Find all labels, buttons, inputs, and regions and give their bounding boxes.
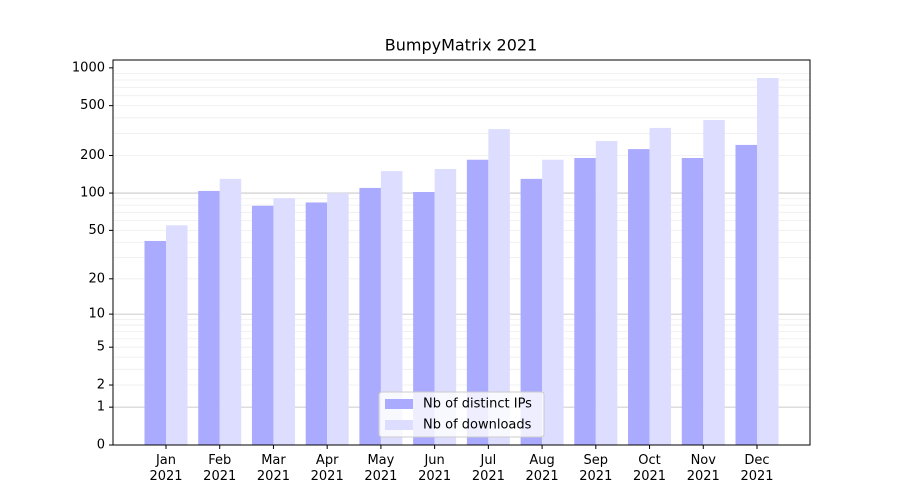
bar — [359, 187, 381, 445]
x-tick-label: Jul 2021 — [471, 453, 505, 484]
bar — [219, 178, 242, 445]
y-tick-label: 2 — [97, 378, 105, 393]
y-tick-label: 50 — [88, 223, 105, 238]
legend-swatch — [385, 399, 413, 409]
y-tick-label: 200 — [80, 148, 105, 163]
x-tick-label: Jan 2021 — [149, 453, 183, 484]
bar — [198, 190, 220, 445]
x-tick-label: Nov 2021 — [686, 453, 720, 484]
x-tick-label: Jun 2021 — [418, 453, 452, 484]
legend-label: Nb of distinct IPs — [423, 397, 532, 412]
legend-label: Nb of downloads — [423, 418, 532, 433]
y-tick-label: 5 — [97, 340, 105, 355]
x-tick-label: Aug 2021 — [525, 453, 559, 484]
bar — [649, 127, 672, 445]
bar — [574, 157, 596, 445]
bar — [380, 171, 403, 445]
x-tick-label: Sep 2021 — [579, 453, 613, 484]
bar — [251, 205, 274, 445]
bar — [595, 141, 618, 445]
bar — [466, 159, 489, 445]
y-tick-label: 1000 — [72, 60, 105, 75]
y-tick-label: 500 — [80, 98, 105, 113]
x-tick-label: Feb 2021 — [203, 453, 237, 484]
bar — [757, 78, 779, 446]
bar — [166, 225, 188, 445]
x-tick-label: May 2021 — [364, 453, 398, 484]
bar — [542, 159, 564, 445]
x-tick-label: Oct 2021 — [632, 453, 667, 484]
bar — [703, 120, 725, 446]
bar — [413, 191, 435, 445]
y-tick-label: 100 — [80, 186, 105, 201]
bar — [681, 157, 704, 445]
legend-swatch — [385, 420, 413, 430]
y-tick-label: 1 — [97, 400, 105, 415]
x-tick-label: Apr 2021 — [310, 453, 344, 484]
legend-box — [378, 391, 545, 438]
bar — [327, 193, 349, 445]
bar — [735, 144, 757, 446]
x-tick-label: Dec 2021 — [740, 453, 774, 484]
y-tick-label: 20 — [88, 271, 105, 286]
bar — [434, 168, 457, 446]
bar — [144, 240, 166, 445]
bar — [628, 149, 650, 445]
y-tick-label: 10 — [88, 307, 105, 322]
plot-frame — [112, 59, 811, 446]
bar — [305, 202, 328, 445]
chart-title: BumpyMatrix 2021 — [385, 36, 538, 55]
x-tick-label: Mar 2021 — [256, 453, 290, 484]
bar — [520, 178, 543, 445]
bar — [488, 129, 510, 446]
bar — [273, 198, 295, 445]
y-tick-label: 0 — [97, 438, 105, 453]
